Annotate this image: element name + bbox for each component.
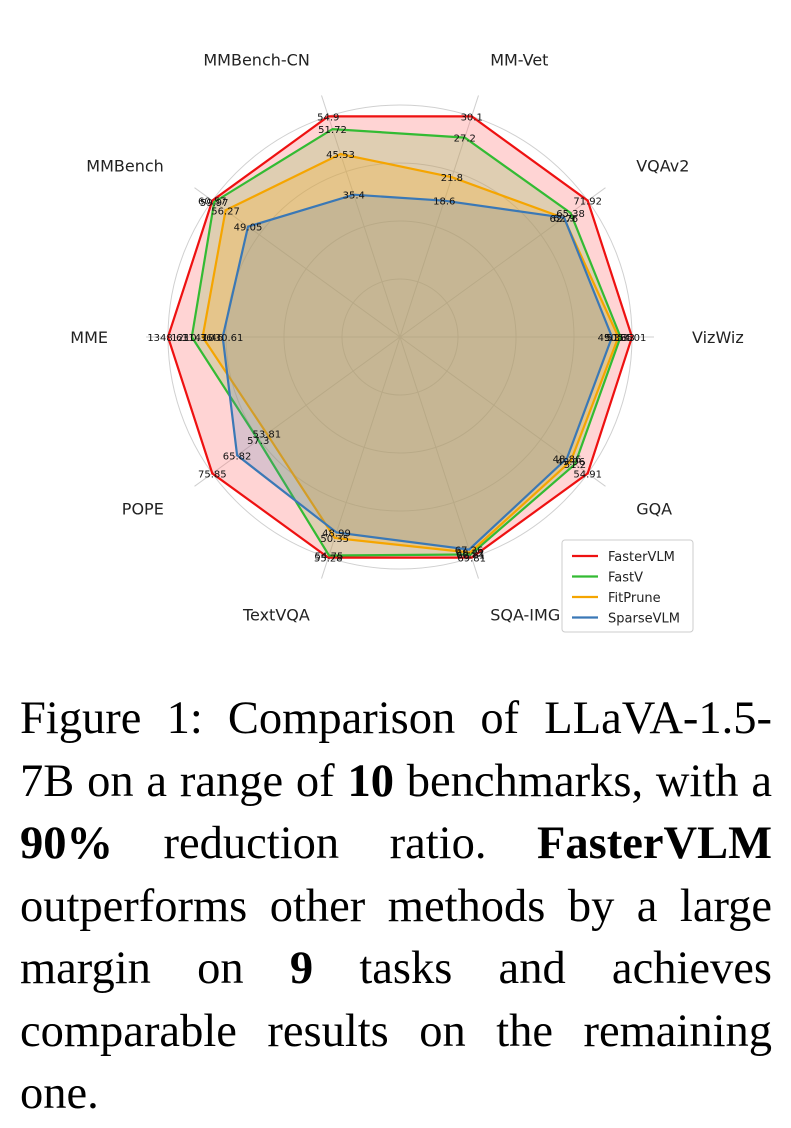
value-label: 62.9: [553, 214, 575, 225]
value-label: 1210.36: [171, 333, 212, 344]
value-label: 18.6: [433, 197, 455, 208]
legend-frame: [561, 539, 694, 633]
series-fitprune-polygon: [201, 152, 620, 554]
value-label: 54.91: [573, 469, 602, 480]
value-label: 51.72: [318, 125, 347, 136]
value-label: 60.57: [198, 197, 227, 208]
value-label: 56.27: [211, 206, 240, 217]
axis-spoke: [399, 336, 479, 579]
legend-entry: FastV: [608, 571, 643, 586]
caption-suffix: tasks and achieves compara­ble results o…: [20, 943, 772, 1119]
value-label: 50.35: [320, 534, 349, 545]
axis-label: SQA-IMG: [490, 606, 560, 625]
legend: FasterVLM FastV FitPrune SparseVLM: [561, 539, 694, 633]
value-label: 53.81: [252, 430, 281, 441]
axis-label: VizWiz: [692, 328, 744, 347]
value-label: 67.26: [455, 546, 484, 557]
value-label: 62.76: [549, 214, 578, 225]
value-label: 48.86: [553, 454, 582, 465]
value-label: 75.85: [198, 469, 227, 480]
legend-entry: FasterVLM: [608, 550, 675, 565]
value-label: 50.85: [604, 333, 633, 344]
figure-caption: Figure 1: Comparison of LLaVA-1.5-7B on …: [20, 688, 772, 1126]
value-label: 49.96: [556, 457, 585, 468]
legend-entry: FitPrune: [608, 591, 661, 606]
radar-chart: VizWiz VQAv2 MM-Vet MMBench-CN MMBench MME POP…: [70, 50, 744, 633]
value-label: 27.2: [454, 134, 476, 145]
axis-label: MMBench: [86, 156, 164, 175]
value-label: 55.28: [314, 554, 343, 565]
axis-label: MME: [70, 328, 108, 347]
value-label: 68.81: [456, 551, 485, 562]
axis-spoke: [321, 95, 401, 338]
series-fastervlm-polygon: [166, 115, 634, 559]
caption-num-tasks: 10: [347, 755, 394, 807]
caption-num-win: 9: [289, 943, 314, 994]
value-label: 69.81: [457, 554, 486, 565]
caption-ratio: 90%: [20, 818, 113, 869]
caption-mid2: reduction ra­tio.: [113, 818, 537, 869]
series-fastv-polygon: [190, 127, 622, 557]
axis-labels: VizWiz VQAv2 MM-Vet MMBench-CN MMBench MME POP…: [70, 50, 743, 624]
axis-label: POPE: [122, 500, 164, 519]
value-label: 49.05: [234, 223, 263, 234]
value-label: 48.99: [322, 529, 351, 540]
axis-label: MM-Vet: [490, 50, 548, 69]
value-label: 57.3: [247, 436, 269, 447]
value-label: 54.75: [315, 552, 344, 563]
value-label: 21.8: [441, 173, 463, 184]
value-label: 1348.63: [147, 333, 188, 344]
legend-entry: SparseVLM: [608, 612, 680, 627]
axis-label: GQA: [636, 500, 672, 519]
value-label: 45.53: [326, 150, 355, 161]
value-label: 35.4: [343, 191, 365, 202]
value-label: 1147.46: [182, 333, 223, 344]
series-sparsevlm-polygon: [221, 193, 614, 551]
value-label: 54.01: [618, 333, 647, 344]
value-label: 49.36: [598, 333, 627, 344]
value-label: 30.1: [461, 112, 483, 123]
value-label: 71.92: [573, 197, 602, 208]
value-label: 65.82: [223, 451, 252, 462]
radar-series: [166, 115, 634, 559]
caption-prefix: Figure 1: Comparison of LLaVA-1.5-7B on …: [20, 693, 772, 807]
value-label: 68.22: [456, 549, 485, 560]
axis-spoke: [399, 95, 479, 338]
value-label: 54.9: [317, 112, 339, 123]
value-label: 65.38: [556, 209, 585, 220]
axis-spoke: [194, 187, 401, 338]
value-label: 51.2: [564, 460, 586, 471]
axis-label: MMBench-CN: [203, 50, 309, 69]
caption-mid1: bench­marks, with a: [393, 755, 773, 807]
caption-mid3: outperforms other methods by a large mar…: [20, 880, 772, 995]
value-label: 51.33: [606, 333, 635, 344]
axis-spoke: [194, 336, 401, 487]
axis-label: TextVQA: [242, 606, 310, 625]
caption-method: FasterVLM: [537, 818, 772, 869]
value-labels: 54.01 71.92 30.1 54.9 60.57 1348.63 75.85 55.28…: [147, 112, 646, 564]
value-label: 1030.61: [202, 333, 243, 344]
value-label: 59.97: [200, 198, 229, 209]
axis-label: VQAv2: [636, 156, 689, 175]
